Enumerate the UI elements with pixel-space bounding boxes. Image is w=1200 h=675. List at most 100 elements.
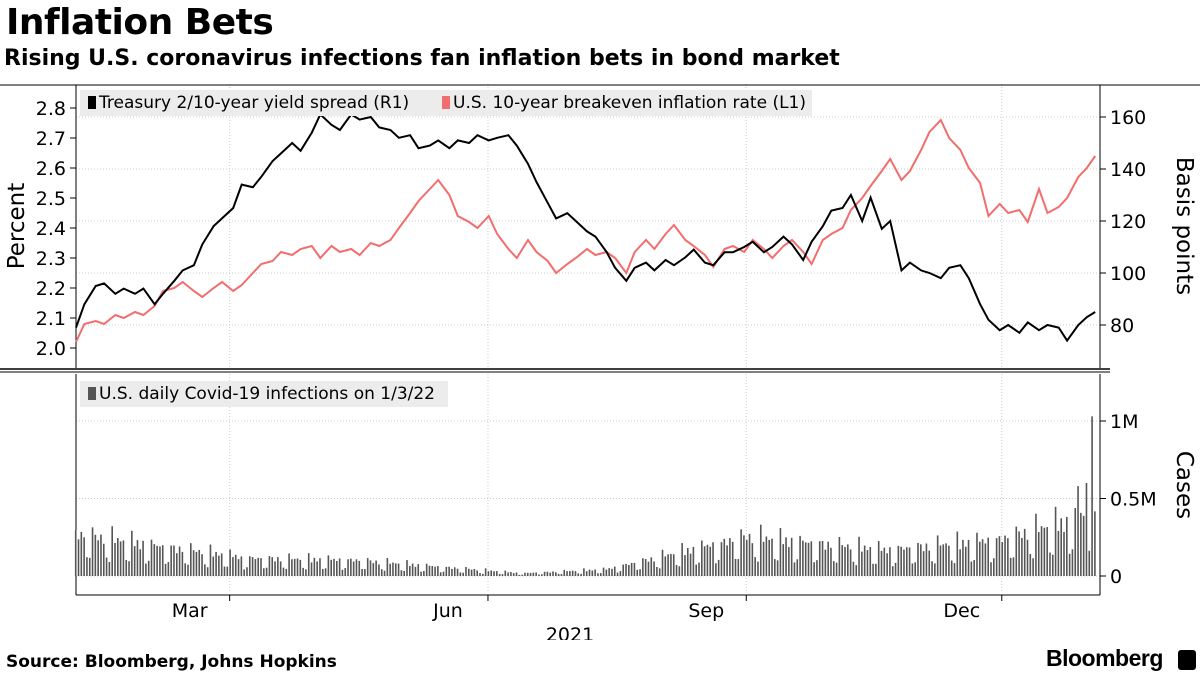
case-bar — [563, 569, 566, 576]
case-bar — [771, 538, 773, 576]
case-bar — [625, 563, 627, 576]
case-bar — [122, 540, 125, 576]
case-bar — [557, 573, 560, 576]
case-bar — [813, 562, 815, 576]
case-bar — [1082, 515, 1085, 576]
case-bar — [830, 547, 832, 576]
case-bar — [1007, 538, 1009, 576]
case-bar — [934, 563, 936, 576]
case-bar — [931, 561, 933, 576]
case-bar — [333, 558, 335, 576]
case-bar — [133, 546, 136, 576]
tick-label-x: Sep — [688, 600, 724, 622]
tick-label-x: Mar — [172, 600, 208, 622]
case-bar — [540, 574, 543, 576]
case-bar — [633, 562, 636, 576]
case-bar — [437, 566, 439, 576]
case-bar — [619, 571, 622, 576]
case-bar — [642, 558, 644, 576]
case-bar — [229, 549, 231, 576]
axes — [0, 84, 1200, 601]
case-bar — [529, 572, 532, 576]
case-bar — [181, 551, 184, 576]
case-bar — [653, 561, 655, 576]
case-bar — [900, 546, 902, 576]
case-bar — [734, 558, 737, 576]
case-bar — [1037, 532, 1040, 576]
case-bar — [358, 560, 361, 576]
case-bar — [496, 571, 498, 576]
case-bar — [824, 549, 827, 576]
case-bar — [886, 553, 888, 576]
case-bar — [740, 529, 742, 576]
case-bar — [150, 539, 153, 576]
case-bar — [863, 545, 866, 576]
case-bar — [355, 559, 358, 576]
case-bar — [611, 568, 613, 576]
case-bar — [1068, 553, 1071, 576]
case-bar — [768, 539, 770, 576]
case-bar — [361, 568, 363, 576]
case-bar — [178, 546, 181, 576]
case-bar — [908, 547, 911, 576]
case-bar — [1001, 542, 1004, 576]
case-bar — [1066, 516, 1068, 576]
case-bar — [1071, 549, 1074, 576]
case-bar — [232, 557, 234, 576]
case-bar — [77, 539, 80, 576]
case-bar — [434, 566, 436, 576]
case-bar — [782, 544, 785, 576]
case-bar — [428, 565, 431, 576]
case-bar — [877, 541, 880, 576]
case-bar — [964, 546, 967, 576]
tick-label-left: 2.4 — [36, 218, 66, 240]
case-bar — [560, 574, 563, 576]
case-bar — [847, 544, 849, 576]
case-bar — [962, 539, 964, 576]
case-bar — [296, 558, 299, 576]
case-bar — [709, 546, 712, 576]
case-bar — [139, 549, 142, 576]
case-bar — [636, 569, 639, 576]
case-bar — [706, 544, 709, 576]
case-bar — [889, 547, 891, 576]
case-bar — [776, 560, 779, 576]
case-bar — [816, 560, 818, 576]
case-bar — [409, 565, 411, 576]
case-bar — [1085, 483, 1088, 576]
case-bar — [945, 543, 947, 576]
case-bar — [678, 566, 681, 576]
legend-item-spread: Treasury 2/10-year yield spread (R1) — [88, 93, 409, 113]
case-bar — [804, 542, 807, 576]
case-bar — [482, 573, 484, 576]
legend-label-cases: U.S. daily Covid-19 infections on 1/3/22 — [99, 384, 435, 404]
case-bar — [1063, 531, 1065, 576]
case-bar — [1046, 527, 1048, 576]
case-bar — [661, 549, 664, 576]
case-bar — [720, 542, 723, 576]
case-bar — [147, 560, 150, 576]
case-bar — [1060, 518, 1062, 576]
case-bar — [274, 561, 276, 576]
case-bar — [467, 568, 470, 576]
tick-label-left: 2.7 — [36, 128, 66, 150]
case-bar — [439, 572, 442, 576]
case-bar — [86, 557, 88, 576]
case-bar — [970, 561, 973, 576]
case-bar — [277, 557, 279, 576]
case-bar — [852, 561, 855, 576]
case-bar — [324, 568, 327, 576]
case-bar — [883, 547, 886, 576]
tick-label-left: 2.3 — [36, 248, 66, 270]
case-bar — [223, 566, 226, 576]
case-bar — [1077, 486, 1079, 576]
case-bar — [1026, 539, 1029, 576]
case-bar — [602, 567, 605, 576]
case-bar — [420, 571, 422, 576]
cases-bars — [74, 416, 1096, 576]
case-bar — [462, 572, 464, 576]
case-bar — [246, 567, 248, 576]
case-bar — [442, 571, 445, 576]
case-bar — [350, 558, 352, 576]
case-bar — [490, 570, 493, 576]
